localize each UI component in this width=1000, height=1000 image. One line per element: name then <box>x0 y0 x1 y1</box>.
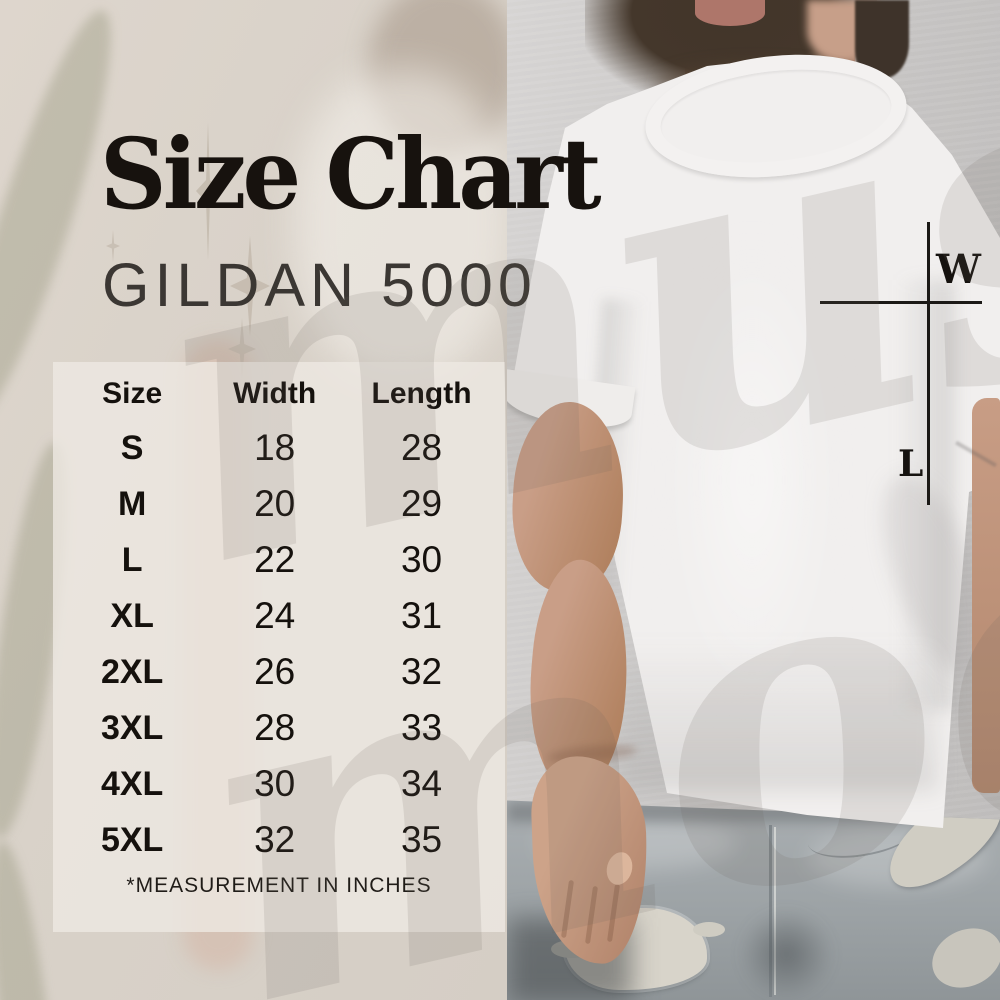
shirt-fold <box>617 640 937 790</box>
table-row: 3XL 28 33 <box>63 700 495 756</box>
table-row: 5XL 32 35 <box>63 812 495 868</box>
measurement-units-note: *MEASUREMENT IN INCHES <box>126 874 432 897</box>
size-label: S <box>120 428 144 467</box>
table-row: XL 24 31 <box>63 588 495 644</box>
width-value: 30 <box>254 763 296 804</box>
table-row: 4XL 30 34 <box>63 756 495 812</box>
size-label: 5XL <box>100 820 164 859</box>
width-value: 24 <box>254 595 296 636</box>
width-value: 18 <box>254 427 296 468</box>
page-title: Size Chart <box>100 117 602 231</box>
width-value: 28 <box>254 707 296 748</box>
width-label: W <box>936 246 981 293</box>
width-value: 20 <box>254 483 296 524</box>
column-header-length: Length <box>371 377 472 410</box>
size-label: XL <box>110 596 154 635</box>
shirt-highlight <box>672 240 832 720</box>
column-header-width: Width <box>233 377 317 410</box>
table-row: M 20 29 <box>63 476 495 532</box>
length-value: 34 <box>400 763 443 804</box>
jeans-rip-fray <box>693 922 725 937</box>
column-header-size: Size <box>102 377 163 410</box>
model-right-arm <box>972 398 1000 793</box>
table-row: L 22 30 <box>63 532 495 588</box>
page-subtitle: GILDAN 5000 <box>102 251 537 319</box>
model-hair <box>855 0 909 78</box>
length-value: 28 <box>400 427 443 468</box>
faded-shirt-shape <box>295 70 510 380</box>
length-value: 32 <box>400 651 443 692</box>
model-photo: W L <box>507 0 1000 1000</box>
size-label: M <box>117 484 147 523</box>
length-value: 29 <box>400 483 443 524</box>
shirt-fold <box>859 280 954 710</box>
jeans-rip <box>922 917 1000 999</box>
width-measure-line <box>820 301 982 304</box>
jeans-shadow <box>739 908 834 1000</box>
length-value: 35 <box>400 819 443 860</box>
size-chart-table: Size Width Length S 18 28 M 20 29 L 22 3… <box>53 362 505 932</box>
size-label: L <box>121 540 143 579</box>
width-value: 22 <box>254 539 296 580</box>
length-value: 31 <box>400 595 443 636</box>
size-label: 3XL <box>100 708 164 747</box>
table-row: 2XL 26 32 <box>63 644 495 700</box>
jeans-fly-stitch <box>774 827 776 995</box>
width-value: 26 <box>254 651 296 692</box>
width-value: 32 <box>254 819 296 860</box>
size-label: 2XL <box>100 652 164 691</box>
table-header-row: Size Width Length <box>63 368 495 420</box>
size-label: 4XL <box>100 764 164 803</box>
jeans-fly-seam <box>769 825 772 997</box>
length-value: 33 <box>400 707 443 748</box>
length-measure-line <box>927 222 930 505</box>
length-label: L <box>898 443 924 485</box>
length-value: 30 <box>400 539 443 580</box>
model-mouth <box>695 0 765 26</box>
table-row: S 18 28 <box>63 420 495 476</box>
